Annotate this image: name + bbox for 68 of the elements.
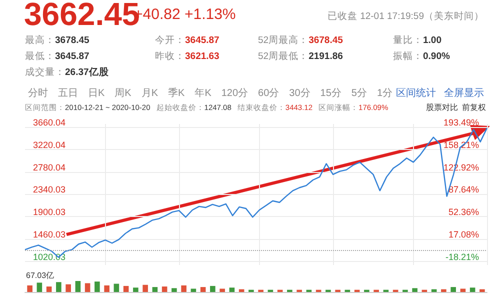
bar [142, 284, 148, 292]
bar [133, 288, 138, 292]
y2-tick-label: 17.08% [448, 230, 479, 240]
bar [200, 287, 206, 292]
y-tick-label: 1900.03 [33, 207, 66, 218]
text: 前复权 [462, 102, 486, 113]
bar [220, 288, 225, 292]
bar [172, 288, 177, 292]
text: 周K [114, 87, 132, 100]
text: 最高：3678.45 [25, 35, 90, 46]
bar [229, 288, 235, 292]
text: 成交量：26.37亿股 [25, 67, 109, 78]
y-tick-label: 3220.04 [33, 140, 66, 150]
text: 1分 [376, 87, 393, 100]
text: 昨收：3621.63 [155, 51, 220, 62]
y-tick-label: 3660.04 [33, 118, 66, 128]
bar [123, 286, 129, 292]
text: 30分 [289, 87, 310, 100]
bar [66, 284, 71, 292]
bar [152, 287, 158, 292]
y-tick-label: 2340.03 [33, 184, 66, 195]
text: 52周最高：3678.45 [258, 35, 343, 46]
text: 股票对比 [426, 102, 458, 113]
bar [162, 286, 168, 292]
y2-tick-label: -18.21% [445, 252, 479, 262]
bar [46, 286, 52, 292]
bar [441, 289, 446, 292]
text: 60分 [258, 87, 280, 100]
y2-tick-label: 193.49% [443, 118, 479, 128]
text: 振幅：0.90% [393, 51, 450, 62]
text: 季K [168, 86, 185, 100]
bar [190, 288, 196, 292]
text: 日K [88, 87, 105, 100]
bar [75, 281, 81, 292]
bar [84, 283, 90, 292]
bar [210, 286, 216, 292]
y-tick-label: 2780.04 [33, 162, 66, 172]
bar [36, 282, 42, 292]
bar [470, 288, 476, 292]
bar [181, 285, 186, 292]
bar [412, 288, 418, 292]
y-tick-label: 1020.03 [33, 252, 66, 262]
bar [56, 282, 62, 292]
text: 5分 [351, 87, 367, 100]
text: 52周最低：2191.86 [258, 51, 343, 62]
y-tick-label: 1460.03 [33, 230, 66, 240]
text: 67.03亿 [26, 271, 54, 280]
text: 分时 [28, 86, 48, 100]
bar [114, 284, 120, 292]
text: 已收盘 12-01 17:19:59（美东时间） [327, 10, 484, 23]
text: 年K [194, 87, 212, 100]
bar [104, 285, 110, 292]
text: 最低：3645.87 [25, 51, 90, 62]
bar [94, 282, 100, 292]
text: 120分 [221, 87, 248, 100]
bar [480, 289, 485, 292]
text: 今开：3645.87 [155, 35, 220, 46]
text: 量比：1.00 [393, 35, 442, 46]
text: 五日 [58, 87, 78, 100]
text: 全屏显示 [444, 87, 484, 100]
y2-tick-label: 52.36% [448, 207, 479, 218]
text: 15分 [320, 87, 342, 100]
bar [460, 288, 466, 292]
y2-tick-label: 87.64% [448, 184, 479, 195]
text: 区间统计 [396, 86, 436, 100]
bar [27, 285, 32, 292]
text: 月K [141, 87, 158, 100]
bar [450, 287, 456, 292]
